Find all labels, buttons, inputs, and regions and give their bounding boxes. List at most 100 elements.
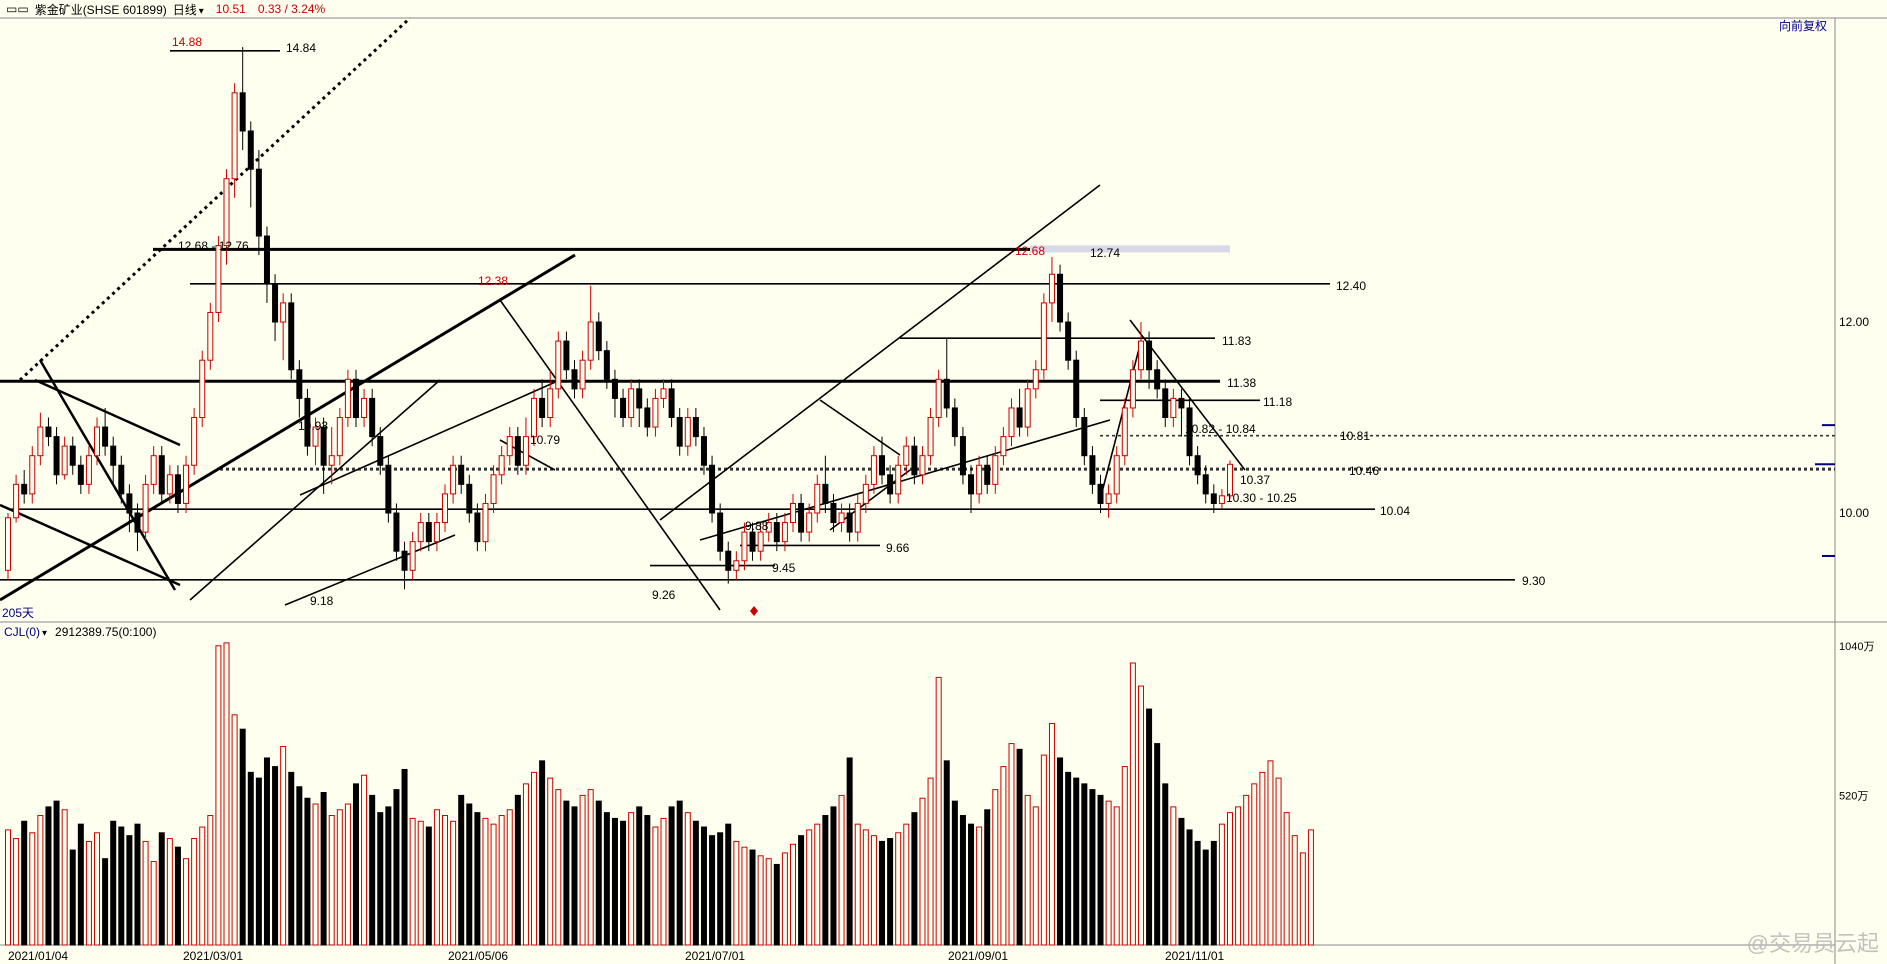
- x-tick-label-2: 2021/05/06: [448, 949, 508, 963]
- price-annotation-15: 10.37: [1240, 473, 1270, 487]
- volume-bar-140: [1137, 685, 1144, 946]
- volume-bar-136: [1105, 800, 1112, 946]
- volume-bar-153: [1243, 794, 1250, 946]
- candle-body-77: [628, 388, 635, 419]
- candle-body-87: [709, 464, 716, 514]
- price-annotation-10: 10.82 - 10.84: [1185, 422, 1256, 436]
- volume-bar-37: [304, 797, 311, 946]
- volume-bar-66: [539, 760, 546, 946]
- volume-bar-6: [53, 800, 60, 946]
- volume-bar-119: [968, 823, 975, 946]
- candles: [5, 46, 1233, 590]
- volume-bar-141: [1146, 708, 1153, 946]
- candle-body-23: [191, 417, 198, 466]
- candle-body-75: [611, 378, 618, 399]
- candle-body-134: [1089, 455, 1096, 485]
- volume-bar-29: [239, 728, 246, 946]
- candle-body-80: [652, 397, 659, 428]
- candle-body-61: [498, 455, 505, 476]
- indicator-selector[interactable]: CJL(0) ▾: [4, 625, 47, 639]
- candle-body-73: [595, 321, 602, 352]
- volume-bar-70: [571, 806, 578, 946]
- candle-body-106: [862, 483, 869, 504]
- candle-body-96: [781, 522, 788, 543]
- candle-body-58: [474, 512, 481, 543]
- volume-bar-118: [959, 815, 966, 946]
- volume-bar-58: [474, 812, 481, 946]
- days-label: 205天: [2, 606, 35, 620]
- candle-body-117: [951, 407, 958, 438]
- candle-body-140: [1137, 340, 1144, 371]
- volume-bar-115: [935, 676, 942, 946]
- candle-body-128: [1040, 302, 1047, 371]
- candle-body-76: [620, 397, 627, 418]
- volume-bar-117: [951, 800, 958, 946]
- adjust-mode-button[interactable]: 向前复权: [1778, 19, 1827, 33]
- candle-body-48: [393, 512, 400, 552]
- volume-bar-94: [765, 858, 772, 946]
- candle-body-88: [717, 512, 724, 552]
- candle-body-8: [69, 445, 76, 466]
- volume-bar-24: [199, 826, 206, 946]
- candle-body-37: [304, 397, 311, 447]
- volume-bar-131: [1065, 771, 1072, 946]
- period-selector[interactable]: 日线 ▾: [173, 1, 204, 18]
- candle-body-51: [417, 522, 424, 543]
- volume-bar-128: [1040, 754, 1047, 946]
- price-annotation-2: 12.68 - 12.76: [178, 239, 249, 253]
- volume-bar-137: [1113, 806, 1120, 946]
- volume-bar-42: [344, 803, 351, 946]
- volume-bar-69: [563, 800, 570, 946]
- candle-body-53: [433, 522, 440, 543]
- volume-bar-82: [668, 806, 675, 946]
- volume-header: CJL(0) ▾ 2912389.75(0:100): [4, 625, 156, 639]
- grid-icon[interactable]: ▭▭: [6, 2, 29, 16]
- price-annotation-5: 12.38: [478, 274, 508, 288]
- trend-line-8: [699, 419, 1111, 541]
- candle-body-69: [563, 340, 570, 371]
- volume-bar-161: [1307, 829, 1314, 946]
- candle-body-44: [361, 397, 368, 418]
- volume-bar-147: [1194, 840, 1201, 946]
- candle-body-99: [806, 512, 813, 533]
- price-annotation-1: 14.88: [172, 35, 202, 49]
- volume-bar-49: [401, 768, 408, 946]
- candle-body-39: [320, 426, 327, 466]
- candle-body-6: [53, 436, 60, 476]
- candle-body-22: [183, 464, 190, 504]
- price-annotation-16: 10.30 - 10.25: [1226, 491, 1297, 505]
- volume-bar-47: [385, 806, 392, 946]
- volume-bar-158: [1283, 812, 1290, 946]
- price-annotation-7: 11.83: [1222, 334, 1251, 348]
- volume-bar-46: [377, 812, 384, 946]
- price-annotation-8: 11.38: [1227, 376, 1256, 390]
- volume-bar-35: [288, 771, 295, 946]
- volume-bar-142: [1154, 743, 1161, 946]
- candle-body-28: [231, 92, 238, 180]
- volume-bar-157: [1275, 777, 1282, 946]
- volume-bar-73: [595, 800, 602, 946]
- volume-bar-93: [757, 855, 764, 946]
- trend-lines: [0, 16, 1246, 611]
- candle-body-10: [85, 455, 92, 485]
- volume-bar-122: [992, 789, 999, 946]
- trend-line-11: [1099, 344, 1141, 501]
- candle-body-98: [798, 502, 805, 533]
- volume-bar-124: [1008, 743, 1015, 946]
- candle-body-149: [1210, 493, 1217, 504]
- candle-body-71: [579, 359, 586, 390]
- candle-body-91: [741, 531, 748, 562]
- volume-bar-71: [579, 794, 586, 946]
- trend-line-3: [38, 359, 177, 591]
- candle-body-115: [935, 378, 942, 418]
- candle-body-3: [29, 455, 36, 495]
- price-annotation-0: 14.84: [286, 41, 316, 55]
- trend-line-7: [659, 184, 1101, 521]
- candle-body-41: [336, 417, 343, 457]
- volume-bar-103: [838, 794, 845, 946]
- volume-bar-144: [1170, 806, 1177, 946]
- volume-bar-123: [1000, 766, 1007, 946]
- candle-body-89: [725, 550, 732, 571]
- price-annotations: 14.84 14.88 12.68 - 12.76 12.74 12.68 12.38 12…: [172, 35, 1546, 616]
- volume-bar-159: [1291, 835, 1298, 946]
